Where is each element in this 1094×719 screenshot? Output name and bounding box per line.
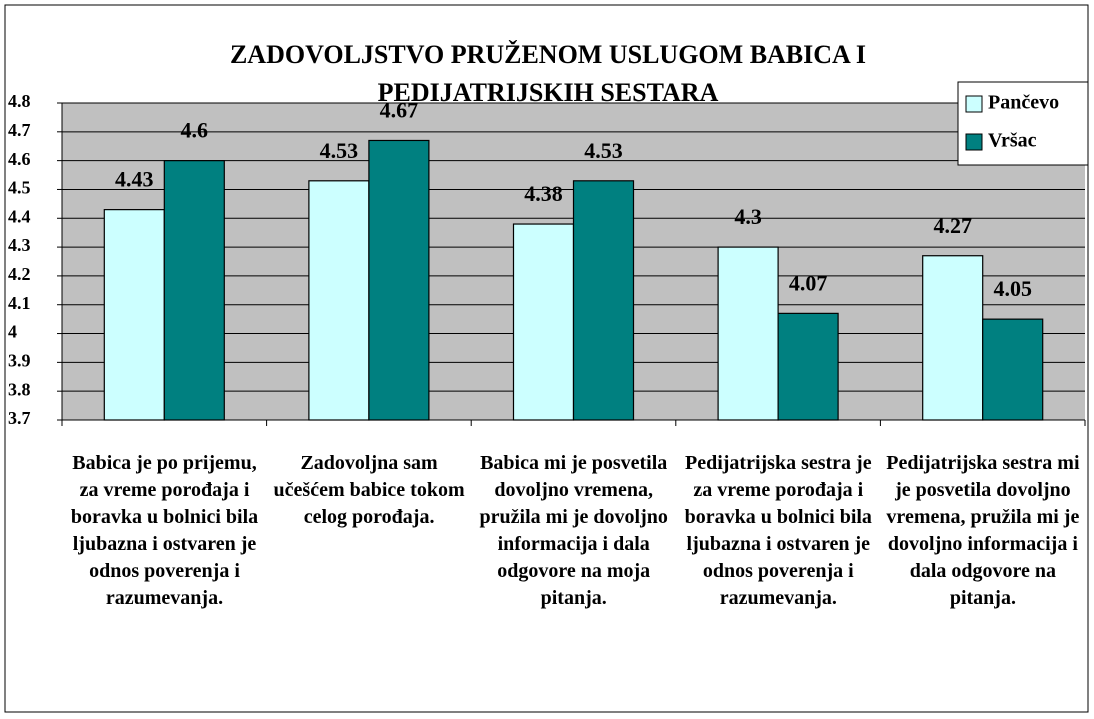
legend-swatch — [965, 95, 983, 113]
y-tick-label: 3.9 — [8, 350, 31, 370]
chart-title: ZADOVOLJSTVO PRUŽENOM USLUGOM BABICA I P… — [229, 40, 867, 107]
bar — [717, 246, 779, 421]
data-label: 4.6 — [181, 118, 209, 143]
y-tick-label: 4.1 — [8, 293, 31, 313]
data-label: 4.67 — [380, 98, 419, 123]
data-label: 4.53 — [320, 138, 359, 163]
bar — [982, 318, 1044, 421]
x-tick-label: Babica mi je posvetila dovoljno vremena,… — [479, 452, 668, 609]
x-tick-label: Pedijatrijska sestra mi je posvetila dov… — [886, 452, 1080, 609]
x-tick-label: Zadovoljna sam učešćem babice tokom celo… — [273, 452, 465, 528]
bar — [163, 160, 225, 421]
y-tick-label: 4.6 — [8, 149, 31, 169]
y-tick-label: 4 — [8, 322, 17, 342]
bar — [572, 180, 635, 421]
bar — [308, 180, 370, 421]
data-label: 4.05 — [993, 276, 1032, 301]
x-tick-label: Pedijatrijska sestra je za vreme porođaj… — [684, 452, 872, 609]
y-tick-label: 4.4 — [8, 206, 31, 226]
data-label: 4.43 — [115, 167, 154, 192]
legend-label: Pančevo — [988, 92, 1059, 114]
y-tick-label: 4.5 — [8, 178, 31, 198]
y-tick-label: 3.7 — [8, 408, 31, 428]
y-tick-label: 3.8 — [8, 379, 31, 399]
bar — [368, 139, 430, 421]
data-label: 4.07 — [789, 270, 828, 295]
x-tick-label: Babica je po prijemu, za vreme porođaja … — [70, 452, 259, 609]
bar — [922, 255, 984, 421]
data-label: 4.53 — [584, 138, 623, 163]
y-tick-label: 4.3 — [8, 235, 31, 255]
data-label: 4.27 — [933, 213, 972, 238]
data-label: 4.38 — [524, 181, 563, 206]
y-tick-label: 4.7 — [8, 120, 31, 140]
legend-swatch — [965, 133, 983, 151]
data-label: 4.3 — [734, 204, 762, 229]
legend-label: Vršac — [988, 130, 1037, 152]
bar — [777, 312, 839, 421]
bar — [103, 209, 165, 421]
y-tick-label: 4.2 — [8, 264, 31, 284]
y-tick-label: 4.8 — [8, 91, 31, 111]
bar — [512, 223, 575, 421]
